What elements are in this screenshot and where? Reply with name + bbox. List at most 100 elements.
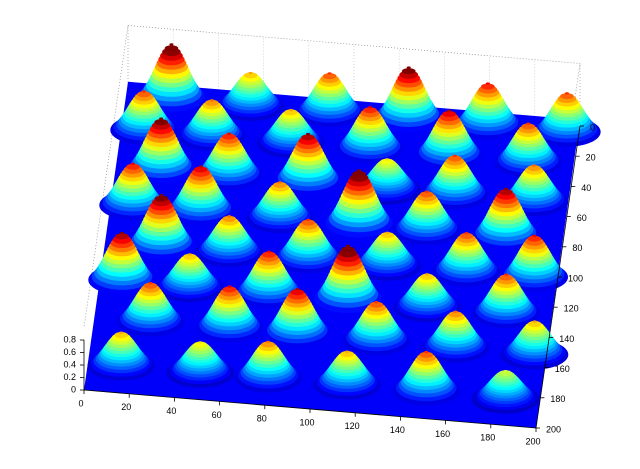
z-tick-label: 0.8 <box>63 334 76 344</box>
peak-layer <box>447 109 452 113</box>
peak-layer <box>346 244 350 248</box>
peak-layer <box>532 234 537 237</box>
peak-layer <box>198 165 203 168</box>
peak-layer <box>137 91 151 98</box>
peak-layer <box>148 281 153 285</box>
peak-layer <box>295 287 300 291</box>
surface-peak <box>295 72 364 127</box>
surface-peak <box>494 122 562 178</box>
surface-peak <box>454 82 522 140</box>
peak-layer <box>453 310 458 314</box>
peak-layer <box>164 45 179 52</box>
x-tick-label: 140 <box>390 425 405 435</box>
x-tick-label: 60 <box>212 410 222 420</box>
peak-layer <box>198 341 203 344</box>
surface-peak <box>393 190 461 246</box>
peak-layer <box>345 350 350 353</box>
peak-layer <box>368 106 372 109</box>
surface-peak <box>274 132 342 196</box>
surface-peak <box>325 169 393 238</box>
peak-layer <box>420 273 434 280</box>
peak-layer <box>532 164 536 167</box>
y-tick-label: 140 <box>559 334 574 344</box>
peak-layer <box>481 83 495 90</box>
peak-layer <box>532 320 537 323</box>
peak-layer <box>442 110 456 118</box>
z-tick-label: 0.6 <box>63 347 76 357</box>
peak-layer <box>352 171 366 178</box>
surface-peak <box>313 350 381 400</box>
surface-peak <box>500 164 568 217</box>
peak-layer <box>142 90 146 93</box>
peak-layer <box>290 289 305 296</box>
x-tick-label: 40 <box>166 406 176 416</box>
peak-layer <box>448 155 462 162</box>
z-tick-label: 0.2 <box>63 372 76 382</box>
peak-layer <box>169 43 174 46</box>
peak-layer <box>248 71 253 75</box>
surface-peak <box>156 253 224 303</box>
peak-layer <box>564 92 569 95</box>
surface-peak <box>263 287 332 349</box>
peak-layer <box>526 122 531 125</box>
peak-layer <box>143 282 158 289</box>
peak-layer <box>204 99 219 106</box>
peak-layer <box>154 195 169 202</box>
peak-layer <box>187 253 192 256</box>
surface-peak <box>116 281 185 337</box>
surface-peak <box>137 43 206 112</box>
surface-peak <box>234 340 302 393</box>
peak-layer <box>154 119 168 126</box>
y-tick-label: 160 <box>555 364 570 374</box>
y-tick-label: 200 <box>546 424 561 434</box>
surface-peak <box>432 232 501 287</box>
peak-layer <box>193 341 208 348</box>
peak-layer <box>560 93 574 100</box>
peak-layer <box>424 190 429 193</box>
y-tick-label: 100 <box>568 273 583 283</box>
peak-layer <box>341 246 355 253</box>
y-tick-label: 20 <box>586 153 596 163</box>
surface-peak <box>195 215 263 268</box>
surface-peak <box>314 244 382 313</box>
surface-peak <box>500 234 569 292</box>
peak-layer <box>380 232 395 239</box>
y-tick-label: 120 <box>564 304 579 314</box>
x-tick-label: 0 <box>78 398 83 408</box>
peak-layer <box>527 320 542 327</box>
peak-layer <box>521 123 536 130</box>
peak-layer <box>273 181 287 189</box>
peak-layer <box>262 251 276 258</box>
peak-layer <box>227 215 232 218</box>
z-tick-label: 0.4 <box>63 359 76 369</box>
peak-layer <box>126 163 140 170</box>
peak-layer <box>227 285 232 288</box>
peak-layer <box>114 332 129 339</box>
peak-layer <box>340 351 355 358</box>
peak-layer <box>193 166 208 173</box>
surface-peak <box>375 66 443 132</box>
peak-layer <box>115 233 129 240</box>
peak-layer <box>182 253 197 260</box>
peak-layer <box>374 300 379 304</box>
peak-layer <box>277 181 282 184</box>
x-tick-label: 80 <box>257 414 267 424</box>
peak-layer <box>226 132 231 135</box>
y-tick-label: 40 <box>581 183 591 193</box>
surface-peak <box>472 187 540 251</box>
peak-layer <box>504 273 509 276</box>
peak-layer <box>498 370 513 377</box>
surface-peak <box>216 71 285 121</box>
peak-layer <box>448 311 463 318</box>
peak-layer <box>385 158 390 161</box>
surface-peak <box>421 310 490 363</box>
peak-layer <box>327 72 332 75</box>
peak-layer <box>209 99 214 102</box>
peak-layer <box>503 370 508 373</box>
peak-layer <box>222 286 237 293</box>
surface-peak <box>415 109 483 170</box>
x-tick-label: 180 <box>480 433 495 443</box>
peak-layer <box>322 73 337 80</box>
peak-layer <box>419 351 434 358</box>
surface-peak <box>127 193 196 260</box>
